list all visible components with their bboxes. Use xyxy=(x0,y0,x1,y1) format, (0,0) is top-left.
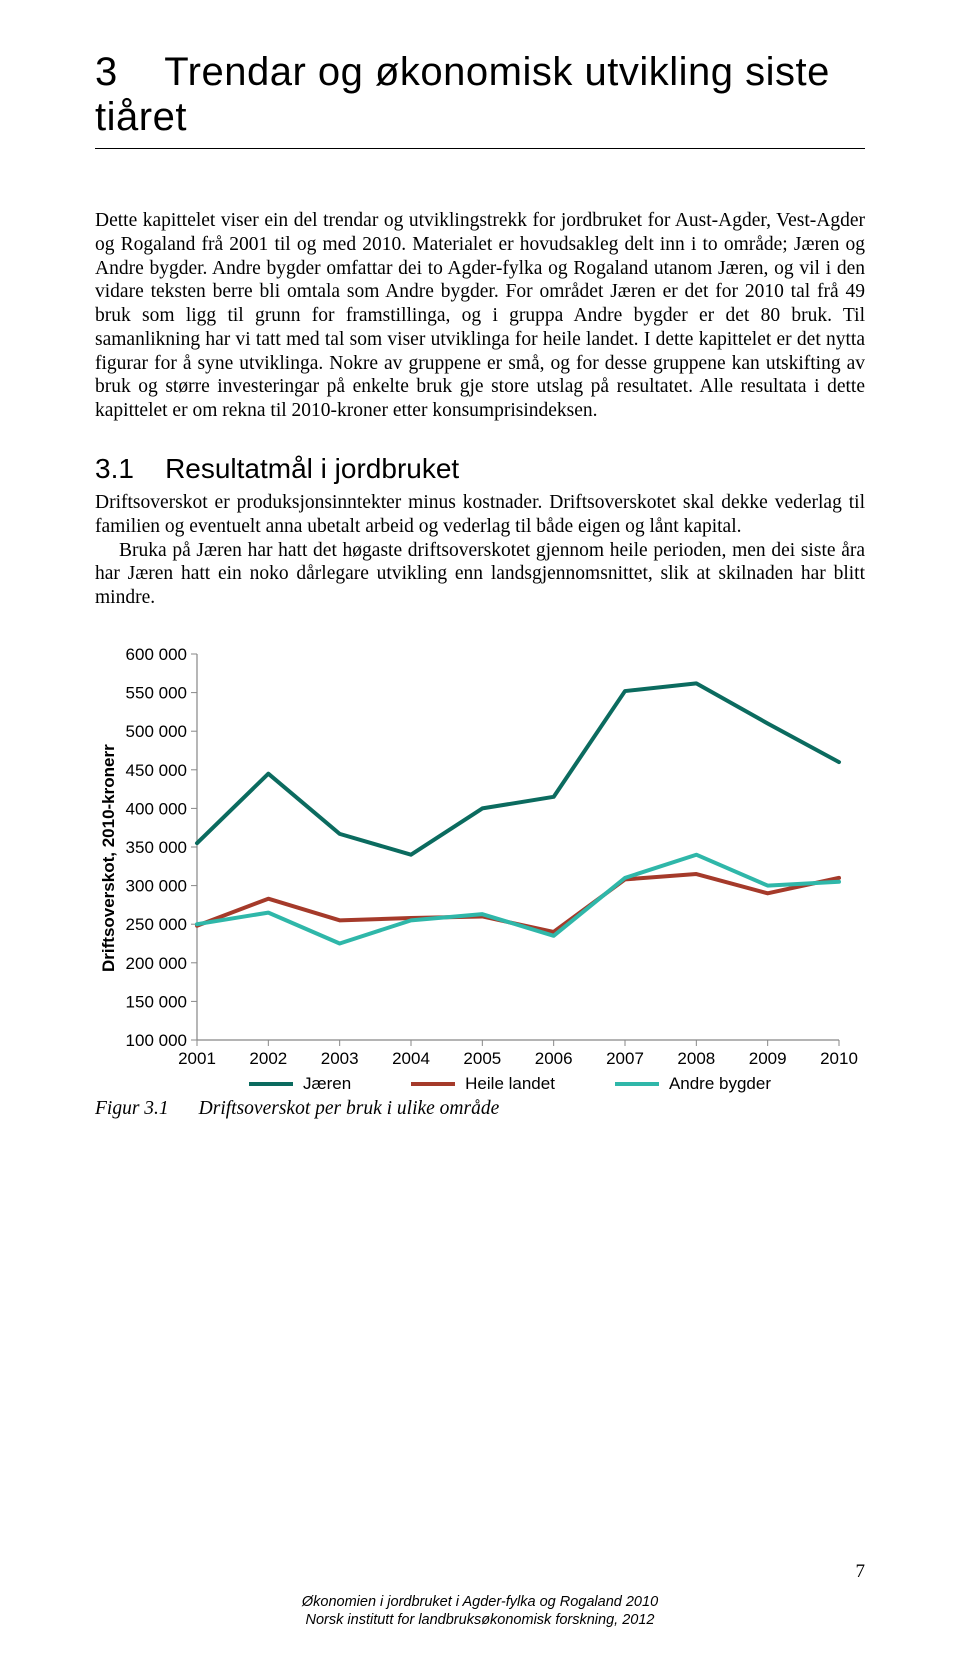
svg-text:250 000: 250 000 xyxy=(126,915,187,934)
svg-text:550 000: 550 000 xyxy=(126,684,187,703)
svg-text:2009: 2009 xyxy=(749,1049,787,1068)
legend-item: Heile landet xyxy=(411,1074,555,1094)
chart-container: Driftsoverskot, 2010-kronerr 100 000 150 … xyxy=(95,648,865,1068)
legend-swatch xyxy=(249,1082,293,1086)
figure-label: Figur 3.1 xyxy=(95,1098,169,1119)
paragraph-1: Dette kapittelet viser ein del trendar o… xyxy=(95,209,865,423)
page-number: 7 xyxy=(856,1561,866,1583)
svg-text:2006: 2006 xyxy=(535,1049,573,1068)
svg-text:600 000: 600 000 xyxy=(126,648,187,664)
chapter-title-text: Trendar og økonomisk utvikling siste tiå… xyxy=(95,50,830,139)
paragraph-2: Driftsoverskot er produksjonsinntekter m… xyxy=(95,491,865,539)
svg-text:2008: 2008 xyxy=(677,1049,715,1068)
svg-text:300 000: 300 000 xyxy=(126,877,187,896)
legend-label: Andre bygder xyxy=(669,1074,771,1094)
chart-legend: Jæren Heile landet Andre bygder xyxy=(155,1074,865,1094)
section-number: 3.1 xyxy=(95,453,134,484)
footer-line-2: Norsk institutt for landbruksøkonomisk f… xyxy=(0,1611,960,1629)
legend-swatch xyxy=(615,1082,659,1086)
legend-swatch xyxy=(411,1082,455,1086)
footer-line-1: Økonomien i jordbruket i Agder-fylka og … xyxy=(0,1593,960,1611)
svg-text:2002: 2002 xyxy=(249,1049,287,1068)
svg-text:2003: 2003 xyxy=(321,1049,359,1068)
svg-text:200 000: 200 000 xyxy=(126,954,187,973)
svg-text:2001: 2001 xyxy=(178,1049,216,1068)
line-chart: 100 000 150 000 200 000 250 000 300 000 350 0… xyxy=(119,648,865,1068)
svg-text:2004: 2004 xyxy=(392,1049,430,1068)
svg-text:350 000: 350 000 xyxy=(126,838,187,857)
legend-item: Jæren xyxy=(249,1074,351,1094)
svg-text:2010: 2010 xyxy=(820,1049,858,1068)
section-title-text: Resultatmål i jordbruket xyxy=(165,453,459,484)
svg-text:2007: 2007 xyxy=(606,1049,644,1068)
figure-caption-text: Driftsoverskot per bruk i ulike område xyxy=(199,1098,500,1119)
page: 3 Trendar og økonomisk utvikling siste t… xyxy=(0,0,960,1663)
title-rule xyxy=(95,148,865,149)
svg-text:450 000: 450 000 xyxy=(126,761,187,780)
svg-text:150 000: 150 000 xyxy=(126,992,187,1011)
legend-label: Jæren xyxy=(303,1074,351,1094)
chart-y-axis-label: Driftsoverskot, 2010-kronerr xyxy=(95,648,119,1068)
chapter-title: 3 Trendar og økonomisk utvikling siste t… xyxy=(95,50,865,140)
legend-label: Heile landet xyxy=(465,1074,555,1094)
svg-text:500 000: 500 000 xyxy=(126,722,187,741)
page-footer: Økonomien i jordbruket i Agder-fylka og … xyxy=(0,1593,960,1629)
chapter-number: 3 xyxy=(95,50,118,94)
paragraph-3: Bruka på Jæren har hatt det høgaste drif… xyxy=(95,539,865,610)
svg-text:100 000: 100 000 xyxy=(126,1031,187,1050)
legend-item: Andre bygder xyxy=(615,1074,771,1094)
svg-text:2005: 2005 xyxy=(463,1049,501,1068)
figure-caption: Figur 3.1 Driftsoverskot per bruk i ulike… xyxy=(95,1098,865,1120)
section-title: 3.1 Resultatmål i jordbruket xyxy=(95,453,865,485)
svg-text:400 000: 400 000 xyxy=(126,799,187,818)
